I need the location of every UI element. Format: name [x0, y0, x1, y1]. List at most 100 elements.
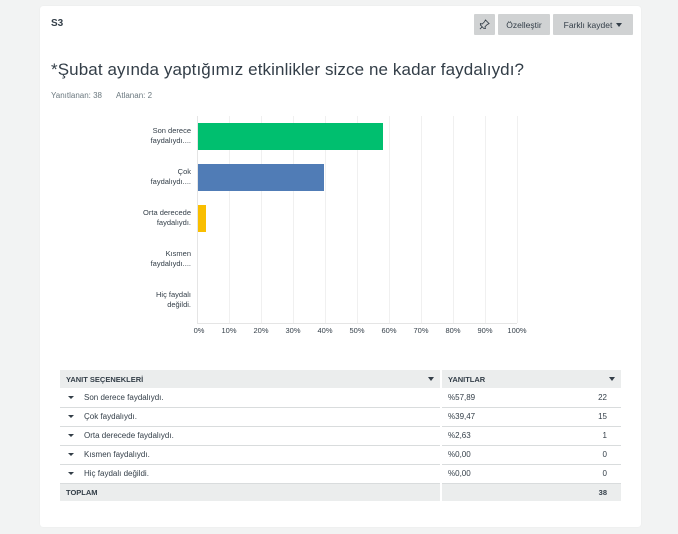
table-row: Çok faydalıydı. %39,47 15 — [60, 407, 621, 427]
response-cell: %0,00 0 — [440, 445, 621, 465]
answer-choice-label: Hiç faydalı değildi. — [84, 469, 149, 478]
grid-line — [357, 116, 358, 323]
response-cell: %39,47 15 — [440, 407, 621, 427]
y-axis — [197, 116, 198, 323]
grid-line — [389, 116, 390, 323]
response-cell: %0,00 0 — [440, 464, 621, 484]
response-cell: %2,63 1 — [440, 426, 621, 446]
grid-line — [261, 116, 262, 323]
y-category-label: Son derece faydalıydı.... — [111, 126, 191, 146]
sort-icon[interactable] — [428, 377, 434, 381]
skipped-count: Atlanan: 2 — [116, 91, 153, 100]
y-label-line: faydalıydı. — [156, 218, 191, 227]
x-tick-label: 60% — [381, 326, 397, 335]
chevron-down-icon[interactable] — [68, 395, 74, 399]
answered-count: Yanıtlanan: 38 — [51, 91, 103, 100]
x-tick-label: 90% — [477, 326, 493, 335]
grid-line — [485, 116, 486, 323]
table-row: Hiç faydalı değildi. %0,00 0 — [60, 464, 621, 484]
y-label-line: Hiç faydalı — [155, 290, 191, 299]
x-tick-label: 40% — [317, 326, 333, 335]
results-table: YANIT SEÇENEKLERİ YANITLAR Son derece fa… — [60, 370, 621, 501]
answer-choice-label: Çok faydalıydı. — [84, 412, 137, 421]
x-tick-label: 80% — [445, 326, 461, 335]
grid-line — [421, 116, 422, 323]
x-tick-label: 20% — [253, 326, 269, 335]
answer-choice-cell: Çok faydalıydı. — [60, 407, 441, 427]
x-tick-label: 50% — [349, 326, 365, 335]
table-row: Son derece faydalıydı. %57,89 22 — [60, 388, 621, 408]
header-answer-choices[interactable]: YANIT SEÇENEKLERİ — [60, 370, 441, 388]
customize-button[interactable]: Özelleştir — [498, 14, 550, 35]
answer-choice-label: Orta derecede faydalıydı. — [84, 431, 174, 440]
response-percent: %39,47 — [448, 412, 476, 421]
grid-line — [325, 116, 326, 323]
answer-choice-cell: Kısmen faydalıydı. — [60, 445, 441, 465]
x-tick-label: 10% — [221, 326, 237, 335]
total-count: 38 — [598, 487, 607, 497]
x-tick-label: 0% — [193, 326, 205, 335]
y-category-label: Çok faydalıydı.... — [111, 167, 191, 187]
response-percent: %0,00 — [448, 469, 471, 478]
answer-choice-cell: Orta derecede faydalıydı. — [60, 426, 441, 446]
total-label-cell: TOPLAM — [60, 483, 441, 501]
x-axis — [197, 323, 517, 324]
answer-choice-label: Son derece faydalıydı. — [84, 392, 164, 402]
y-label-line: faydalıydı.... — [150, 136, 191, 145]
chevron-down-icon[interactable] — [68, 471, 74, 475]
table-row: Kısmen faydalıydı. %0,00 0 — [60, 445, 621, 465]
question-card: S3 Özelleştir Farklı kaydet *Şubat ayınd… — [40, 6, 641, 527]
y-label-line: faydalıydı.... — [150, 259, 191, 268]
grid-line — [453, 116, 454, 323]
y-label-line: faydalıydı.... — [150, 177, 191, 186]
pin-button[interactable] — [474, 14, 495, 35]
y-category-label: Orta derecede faydalıydı. — [111, 208, 191, 228]
y-label-line: Son derece — [152, 126, 191, 135]
answer-choice-cell: Hiç faydalı değildi. — [60, 464, 441, 484]
sort-icon[interactable] — [609, 377, 615, 381]
y-label-line: değildi. — [167, 300, 191, 309]
x-tick-label: 100% — [507, 326, 527, 335]
bar[interactable] — [198, 205, 207, 232]
question-stats: Yanıtlanan: 38 Atlanan: 2 — [51, 91, 152, 100]
response-count: 0 — [602, 469, 607, 478]
save-as-button[interactable]: Farklı kaydet — [553, 14, 633, 35]
grid-line — [229, 116, 230, 323]
total-count-cell: 38 — [440, 483, 621, 501]
question-title: *Şubat ayında yaptığımız etkinlikler siz… — [51, 60, 525, 79]
header-responses[interactable]: YANITLAR — [440, 370, 621, 388]
pin-icon — [479, 19, 490, 30]
table-row: Orta derecede faydalıydı. %2,63 1 — [60, 426, 621, 446]
grid-line — [293, 116, 294, 323]
y-category-label: Hiç faydalı değildi. — [111, 290, 191, 310]
total-row: TOPLAM 38 — [60, 483, 621, 501]
y-label-line: Çok — [177, 167, 191, 176]
chevron-down-icon[interactable] — [68, 414, 74, 418]
y-label-line: Kısmen — [165, 249, 191, 258]
chevron-down-icon[interactable] — [68, 433, 74, 437]
response-count: 1 — [602, 431, 607, 440]
bar-chart: 0% 10% 20% 30% 40% 50% 60% 70% 80% 90% 100% Son der… — [40, 6, 641, 346]
response-percent: %57,89 — [448, 392, 476, 402]
total-label: TOPLAM — [66, 487, 98, 497]
question-number: S3 — [51, 18, 64, 29]
response-percent: %0,00 — [448, 450, 471, 459]
answer-choice-label: Kısmen faydalıydı. — [84, 450, 150, 459]
y-label-line: Orta derecede — [143, 208, 191, 217]
customize-label: Özelleştir — [506, 19, 542, 30]
grid-line — [517, 116, 518, 323]
save-as-label: Farklı kaydet — [563, 19, 613, 30]
chevron-down-icon — [616, 22, 623, 27]
bar[interactable] — [198, 123, 384, 150]
response-count: 15 — [598, 412, 607, 421]
toolbar: Özelleştir Farklı kaydet — [474, 14, 633, 35]
bar[interactable] — [198, 164, 325, 191]
answer-choice-cell: Son derece faydalıydı. — [60, 388, 441, 408]
response-count: 22 — [598, 392, 607, 402]
chevron-down-icon[interactable] — [68, 452, 74, 456]
response-count: 0 — [602, 450, 607, 459]
response-cell: %57,89 22 — [440, 388, 621, 408]
response-percent: %2,63 — [448, 431, 471, 440]
x-tick-label: 30% — [285, 326, 301, 335]
x-tick-label: 70% — [413, 326, 429, 335]
